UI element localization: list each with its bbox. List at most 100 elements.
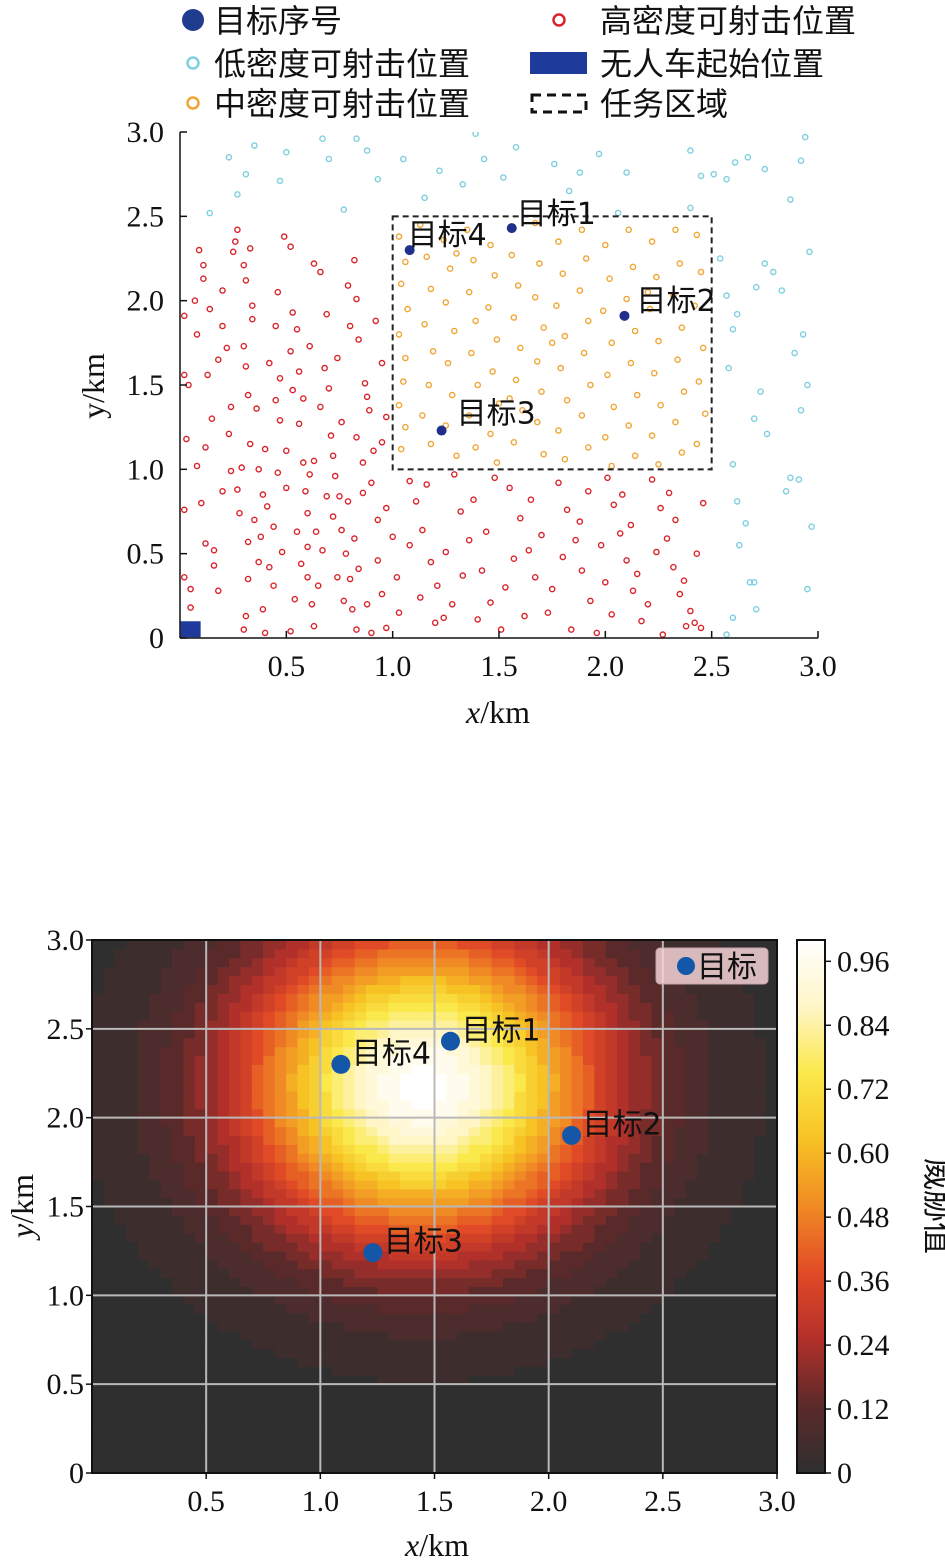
- heatmap-cell: [765, 1348, 777, 1359]
- heatmap-cell: [582, 1037, 595, 1048]
- heatmap-cell: [286, 1224, 299, 1234]
- heatmap-cell: [525, 1366, 538, 1376]
- heatmap-cell: [354, 1348, 367, 1359]
- low-density-point: [804, 585, 811, 593]
- heatmap-cell: [651, 1117, 664, 1128]
- heatmap-cell: [308, 1428, 321, 1439]
- heatmap-cell: [171, 1268, 184, 1279]
- heatmap-cell: [411, 1304, 424, 1314]
- heatmap-cell: [229, 1055, 242, 1065]
- legend-marker-target: [182, 9, 204, 31]
- heatmap-cell: [388, 1073, 401, 1083]
- heatmap-cell: [217, 1144, 230, 1154]
- heatmap-cell: [742, 1224, 755, 1234]
- heatmap-cell: [400, 1295, 413, 1305]
- heatmap-cell: [206, 1064, 219, 1074]
- low-density-point: [731, 159, 739, 166]
- heatmap-cell: [274, 1011, 287, 1021]
- target-label: 目标4: [408, 218, 487, 253]
- heatmap-cell: [92, 1224, 105, 1234]
- heatmap-cell: [114, 1082, 127, 1092]
- heatmap-cell: [662, 1419, 675, 1430]
- heatmap-cell: [605, 1384, 618, 1394]
- heatmap-cell: [320, 1437, 333, 1447]
- high-density-point: [672, 516, 679, 524]
- heatmap-cell: [411, 1384, 424, 1394]
- heatmap-cell: [263, 1437, 276, 1447]
- heatmap-cell: [114, 1046, 127, 1057]
- heatmap-cell: [434, 993, 447, 1003]
- heatmap-cell: [594, 1348, 607, 1359]
- heatmap-cell: [708, 1019, 721, 1030]
- heatmap-cell: [708, 1348, 721, 1359]
- heatmap-cell: [114, 1286, 127, 1296]
- heatmap-cell: [731, 1428, 744, 1439]
- heatmap-cell: [114, 1233, 127, 1243]
- high-density-point: [648, 476, 656, 483]
- heatmap-cell: [708, 1366, 721, 1376]
- heatmap-cell: [206, 966, 219, 977]
- heatmap-cell: [229, 1401, 242, 1412]
- heatmap-cell: [754, 1339, 767, 1350]
- heatmap-cell: [628, 1286, 641, 1296]
- heatmap-cell: [503, 1117, 516, 1128]
- heatmap-cell: [445, 1233, 458, 1243]
- heatmap-cell: [434, 1286, 447, 1296]
- heatmap-cell: [697, 1144, 710, 1154]
- heatmap-cell: [605, 1073, 618, 1083]
- heatmap-cell: [765, 1242, 777, 1252]
- heatmap-cell: [731, 1304, 744, 1314]
- mid-density-point: [602, 241, 609, 249]
- heatmap-cell: [377, 1082, 390, 1092]
- heatmap-cell: [297, 1224, 310, 1234]
- heatmap-cell: [411, 1055, 424, 1065]
- high-density-point: [323, 492, 331, 500]
- heatmap-cell: [594, 1419, 607, 1430]
- heatmap-cell: [114, 993, 127, 1003]
- heatmap-cell: [742, 1428, 755, 1439]
- heatmap-cell: [445, 1091, 458, 1101]
- heatmap-cell: [754, 1268, 767, 1279]
- heatmap-cell: [320, 1099, 333, 1110]
- heatmap-cell: [605, 1313, 618, 1323]
- heatmap-cell: [537, 1162, 550, 1172]
- heatmap-cell: [468, 1153, 481, 1163]
- heatmap-cell: [114, 1419, 127, 1430]
- heatmap-cell: [662, 1046, 675, 1057]
- heatmap-cell: [274, 1401, 287, 1412]
- heatmap-cell: [594, 1401, 607, 1412]
- high-density-point: [427, 558, 435, 566]
- heatmap-cell: [537, 1002, 550, 1012]
- heatmap-cell: [343, 1082, 356, 1092]
- mid-density-point: [578, 226, 586, 234]
- heatmap-cell: [388, 1188, 401, 1199]
- heatmap-cell: [149, 1197, 162, 1208]
- high-density-point: [200, 261, 207, 269]
- heatmap-cell: [331, 1393, 344, 1403]
- heatmap-cell: [274, 1313, 287, 1323]
- high-density-point: [406, 477, 414, 485]
- heatmap-cell: [354, 1437, 367, 1447]
- heatmap-cell: [697, 1250, 710, 1261]
- heatmap-cell: [343, 1099, 356, 1110]
- colorbar: 00.120.240.360.480.600.720.840.96 威胁值: [796, 939, 945, 1490]
- mid-density-point: [693, 440, 701, 448]
- heatmap-cell: [605, 1028, 618, 1039]
- heatmap-cell: [171, 1064, 184, 1074]
- heatmap-cell: [423, 1126, 436, 1137]
- heatmap-cell: [548, 1410, 561, 1421]
- heatmap-cell: [251, 957, 264, 968]
- heatmap-cell: [160, 1242, 173, 1252]
- high-density-point: [293, 325, 301, 333]
- heatmap-cell: [594, 966, 607, 977]
- heatmap-cell: [525, 1330, 538, 1341]
- heatmap-cell: [308, 1455, 321, 1465]
- heatmap-cell: [217, 1091, 230, 1101]
- heatmap-cell: [445, 1357, 458, 1367]
- heatmap-cell: [765, 1393, 777, 1403]
- high-density-point: [183, 435, 190, 443]
- heatmap-cell: [571, 1224, 584, 1234]
- high-density-point: [448, 601, 456, 608]
- heatmap-cell: [103, 1197, 116, 1208]
- heatmap-cell: [525, 1393, 538, 1403]
